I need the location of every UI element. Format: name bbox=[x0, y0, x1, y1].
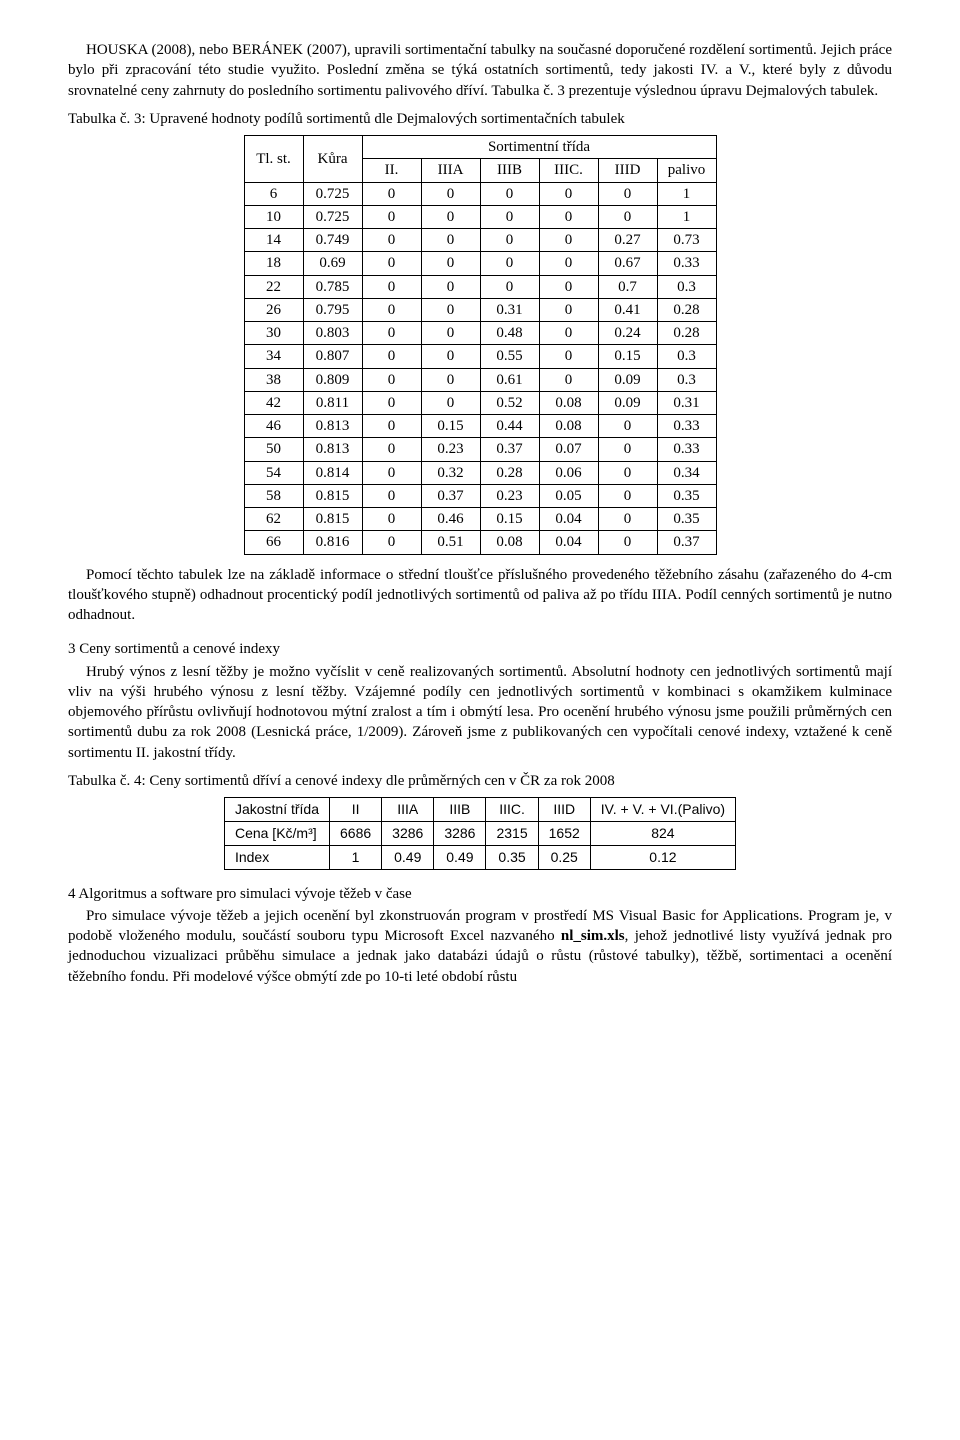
intro-paragraph: HOUSKA (2008), nebo BERÁNEK (2007), upra… bbox=[68, 40, 892, 101]
table-row: 380.809000.6100.090.3 bbox=[244, 368, 716, 391]
table-row: 300.803000.4800.240.28 bbox=[244, 322, 716, 345]
mid-paragraph: Pomocí těchto tabulek lze na základě inf… bbox=[68, 565, 892, 626]
table4-row-cena: Cena [Kč/m³] 6686 3286 3286 2315 1652 82… bbox=[224, 821, 735, 845]
table-row: 340.807000.5500.150.3 bbox=[244, 345, 716, 368]
table-row: 660.81600.510.080.0400.37 bbox=[244, 531, 716, 554]
table4-caption: Tabulka č. 4: Ceny sortimentů dříví a ce… bbox=[68, 771, 892, 791]
section4-paragraph: Pro simulace vývoje těžeb a jejich oceně… bbox=[68, 906, 892, 987]
table-row: 60.725000001 bbox=[244, 182, 716, 205]
cena-label: Cena [Kč/m³] bbox=[224, 821, 329, 845]
section3-head: 3 Ceny sortimentů a cenové indexy bbox=[68, 639, 892, 659]
table-row: 100.725000001 bbox=[244, 205, 716, 228]
th-kura: Kůra bbox=[303, 136, 362, 183]
table-row: 460.81300.150.440.0800.33 bbox=[244, 415, 716, 438]
table-4: Jakostní třídaIIIIIAIIIBIIIC.IIIDIV. + V… bbox=[224, 797, 736, 870]
sec4-bold: nl_sim.xls bbox=[561, 928, 625, 944]
table3-caption: Tabulka č. 3: Upravené hodnoty podílů so… bbox=[68, 109, 892, 129]
th-tlst: Tl. st. bbox=[244, 136, 303, 183]
table-row: 420.811000.520.080.090.31 bbox=[244, 391, 716, 414]
table-row: 580.81500.370.230.0500.35 bbox=[244, 484, 716, 507]
table4-head-row: Jakostní třídaIIIIIAIIIBIIIC.IIIDIV. + V… bbox=[224, 798, 735, 822]
table-3: Tl. st. Kůra Sortimentní třída II.IIIAII… bbox=[244, 135, 717, 555]
index-label: Index bbox=[224, 845, 329, 869]
table4-row-index: Index 1 0.49 0.49 0.35 0.25 0.12 bbox=[224, 845, 735, 869]
table-row: 500.81300.230.370.0700.33 bbox=[244, 438, 716, 461]
table-row: 220.78500000.70.3 bbox=[244, 275, 716, 298]
table-row: 620.81500.460.150.0400.35 bbox=[244, 508, 716, 531]
th-group: Sortimentní třída bbox=[362, 136, 716, 159]
table-row: 540.81400.320.280.0600.34 bbox=[244, 461, 716, 484]
section3-paragraph: Hrubý výnos z lesní těžby je možno vyčís… bbox=[68, 662, 892, 763]
section4-head: 4 Algoritmus a software pro simulaci výv… bbox=[68, 884, 892, 904]
table-row: 260.795000.3100.410.28 bbox=[244, 298, 716, 321]
table-row: 180.6900000.670.33 bbox=[244, 252, 716, 275]
table-row: 140.74900000.270.73 bbox=[244, 229, 716, 252]
